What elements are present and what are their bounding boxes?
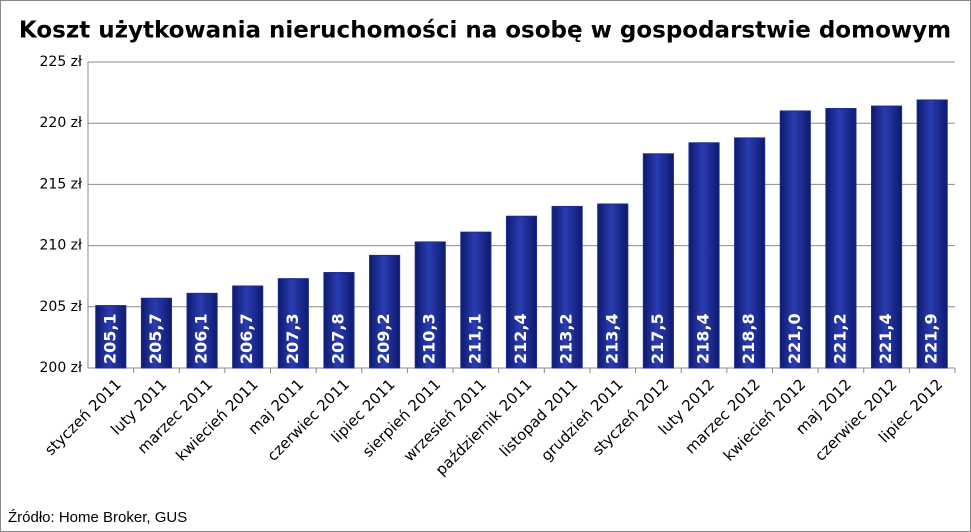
value-label: 205,1 [100,313,119,364]
bar [779,110,811,369]
bar [825,108,857,369]
value-label: 211,1 [465,313,484,364]
y-tick-label: 200 zł [40,360,83,376]
value-label: 213,2 [557,313,576,364]
bar [916,99,948,369]
value-label: 218,4 [694,313,713,364]
value-label: 210,3 [420,313,439,364]
bar [870,105,903,369]
y-tick-label: 225 zł [40,54,83,70]
bar [505,215,538,369]
value-label: 221,9 [922,313,941,364]
value-label: 206,1 [192,313,211,364]
y-tick-label: 220 zł [40,115,83,131]
bar [688,142,720,369]
bar [323,272,355,369]
bar [597,203,629,369]
source-note: Źródło: Home Broker, GUS [8,509,187,526]
bar [186,292,218,369]
value-label: 221,0 [785,313,804,364]
value-label: 212,4 [511,313,530,364]
value-label: 207,3 [283,313,302,364]
value-label: 218,8 [739,313,758,364]
bar [369,254,401,369]
bar [734,137,766,369]
value-label: 207,8 [328,313,347,364]
y-tick-label: 205 zł [40,299,83,315]
value-label: 213,4 [602,313,621,364]
chart-title: Koszt użytkowania nieruchomości na osobę… [19,18,951,44]
bar [460,231,492,369]
bar [232,285,264,369]
y-tick-label: 215 zł [40,176,83,192]
bar [95,305,127,369]
bar [140,297,173,369]
value-label: 209,2 [374,313,393,364]
bar [551,205,583,369]
bar [642,153,674,369]
value-label: 221,2 [830,313,849,364]
y-tick-label: 210 zł [40,238,83,254]
value-label: 221,4 [876,313,895,364]
value-label: 205,7 [146,313,165,364]
bar [414,241,446,369]
value-label: 206,7 [237,313,256,364]
bar [277,278,309,369]
value-label: 217,5 [648,313,667,364]
